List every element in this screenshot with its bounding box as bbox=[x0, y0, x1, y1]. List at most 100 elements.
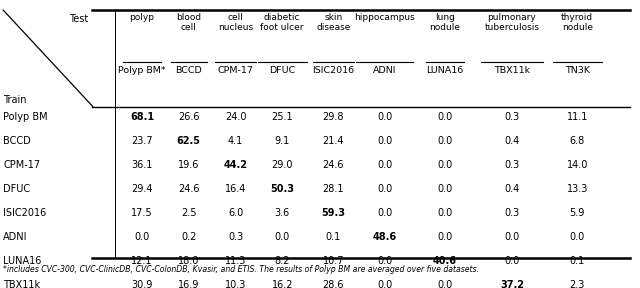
Text: 10.3: 10.3 bbox=[225, 280, 246, 288]
Text: ADNI: ADNI bbox=[373, 66, 396, 75]
Text: 13.3: 13.3 bbox=[566, 184, 588, 194]
Text: lung
nodule: lung nodule bbox=[429, 13, 460, 32]
Text: Polyp BM: Polyp BM bbox=[3, 112, 48, 122]
Text: TBX11k: TBX11k bbox=[3, 280, 40, 288]
Text: 14.0: 14.0 bbox=[566, 160, 588, 170]
Text: 28.6: 28.6 bbox=[323, 280, 344, 288]
Text: 16.2: 16.2 bbox=[271, 280, 293, 288]
Text: 0.0: 0.0 bbox=[504, 232, 520, 242]
Text: 21.4: 21.4 bbox=[323, 136, 344, 146]
Text: 48.6: 48.6 bbox=[372, 232, 397, 242]
Text: 44.2: 44.2 bbox=[223, 160, 248, 170]
Text: thyroid
nodule: thyroid nodule bbox=[561, 13, 593, 32]
Text: blood
cell: blood cell bbox=[176, 13, 202, 32]
Text: 0.1: 0.1 bbox=[570, 256, 585, 266]
Text: TBX11k: TBX11k bbox=[494, 66, 530, 75]
Text: DFUC: DFUC bbox=[269, 66, 296, 75]
Text: 0.0: 0.0 bbox=[377, 280, 392, 288]
Text: 17.5: 17.5 bbox=[131, 208, 153, 218]
Text: hippocampus: hippocampus bbox=[355, 13, 415, 22]
Text: 68.1: 68.1 bbox=[130, 112, 154, 122]
Text: 0.0: 0.0 bbox=[275, 232, 290, 242]
Text: ADNI: ADNI bbox=[3, 232, 28, 242]
Text: 62.5: 62.5 bbox=[177, 136, 201, 146]
Text: 36.1: 36.1 bbox=[131, 160, 153, 170]
Text: 29.4: 29.4 bbox=[131, 184, 153, 194]
Text: 24.6: 24.6 bbox=[323, 160, 344, 170]
Text: 0.3: 0.3 bbox=[504, 112, 520, 122]
Text: 59.3: 59.3 bbox=[321, 208, 346, 218]
Text: 12.1: 12.1 bbox=[131, 256, 153, 266]
Text: LUNA16: LUNA16 bbox=[426, 66, 463, 75]
Text: 16.4: 16.4 bbox=[225, 184, 246, 194]
Text: CPM-17: CPM-17 bbox=[3, 160, 40, 170]
Text: 0.0: 0.0 bbox=[437, 184, 452, 194]
Text: Polyp BM*: Polyp BM* bbox=[118, 66, 166, 75]
Text: 24.0: 24.0 bbox=[225, 112, 246, 122]
Text: 0.0: 0.0 bbox=[437, 280, 452, 288]
Text: 4.1: 4.1 bbox=[228, 136, 243, 146]
Text: 0.4: 0.4 bbox=[504, 184, 520, 194]
Text: TN3K: TN3K bbox=[564, 66, 590, 75]
Text: 40.6: 40.6 bbox=[433, 256, 457, 266]
Text: BCCD: BCCD bbox=[3, 136, 31, 146]
Text: BCCD: BCCD bbox=[175, 66, 202, 75]
Text: 0.0: 0.0 bbox=[570, 232, 585, 242]
Text: 0.0: 0.0 bbox=[437, 112, 452, 122]
Text: 0.0: 0.0 bbox=[377, 112, 392, 122]
Text: 0.3: 0.3 bbox=[504, 160, 520, 170]
Text: 11.1: 11.1 bbox=[566, 112, 588, 122]
Text: 16.9: 16.9 bbox=[178, 280, 200, 288]
Text: pulmonary
tuberculosis: pulmonary tuberculosis bbox=[484, 13, 540, 32]
Text: 0.1: 0.1 bbox=[326, 232, 341, 242]
Text: 2.5: 2.5 bbox=[181, 208, 196, 218]
Text: cell
nucleus: cell nucleus bbox=[218, 13, 253, 32]
Text: 6.8: 6.8 bbox=[570, 136, 585, 146]
Text: 0.0: 0.0 bbox=[437, 208, 452, 218]
Text: ISIC2016: ISIC2016 bbox=[3, 208, 47, 218]
Text: DFUC: DFUC bbox=[3, 184, 30, 194]
Text: skin
disease: skin disease bbox=[316, 13, 351, 32]
Text: 18.0: 18.0 bbox=[178, 256, 200, 266]
Text: Train: Train bbox=[3, 95, 27, 105]
Text: 6.0: 6.0 bbox=[228, 208, 243, 218]
Text: 3.6: 3.6 bbox=[275, 208, 290, 218]
Text: 0.0: 0.0 bbox=[504, 256, 520, 266]
Text: diabetic
foot ulcer: diabetic foot ulcer bbox=[260, 13, 304, 32]
Text: 29.8: 29.8 bbox=[323, 112, 344, 122]
Text: 25.1: 25.1 bbox=[271, 112, 293, 122]
Text: 0.2: 0.2 bbox=[181, 232, 196, 242]
Text: *includes CVC-300, CVC-ClinicDB, CVC-ColonDB, Kvasir, and ETIS. The results of P: *includes CVC-300, CVC-ClinicDB, CVC-Col… bbox=[3, 265, 479, 274]
Text: 0.0: 0.0 bbox=[377, 136, 392, 146]
Text: 5.9: 5.9 bbox=[570, 208, 585, 218]
Text: 30.9: 30.9 bbox=[131, 280, 153, 288]
Text: 37.2: 37.2 bbox=[500, 280, 524, 288]
Text: polyp: polyp bbox=[129, 13, 155, 22]
Text: 29.0: 29.0 bbox=[271, 160, 293, 170]
Text: 23.7: 23.7 bbox=[131, 136, 153, 146]
Text: 0.3: 0.3 bbox=[228, 232, 243, 242]
Text: 8.2: 8.2 bbox=[275, 256, 290, 266]
Text: 24.6: 24.6 bbox=[178, 184, 200, 194]
Text: 0.0: 0.0 bbox=[377, 184, 392, 194]
Text: 11.3: 11.3 bbox=[225, 256, 246, 266]
Text: 10.7: 10.7 bbox=[323, 256, 344, 266]
Text: 0.0: 0.0 bbox=[377, 256, 392, 266]
Text: LUNA16: LUNA16 bbox=[3, 256, 42, 266]
Text: 28.1: 28.1 bbox=[323, 184, 344, 194]
Text: 26.6: 26.6 bbox=[178, 112, 200, 122]
Text: CPM-17: CPM-17 bbox=[218, 66, 253, 75]
Text: 0.3: 0.3 bbox=[504, 208, 520, 218]
Text: Test: Test bbox=[69, 14, 88, 24]
Text: 19.6: 19.6 bbox=[178, 160, 200, 170]
Text: 0.4: 0.4 bbox=[504, 136, 520, 146]
Text: 9.1: 9.1 bbox=[275, 136, 290, 146]
Text: 0.0: 0.0 bbox=[134, 232, 150, 242]
Text: 0.0: 0.0 bbox=[437, 232, 452, 242]
Text: 0.0: 0.0 bbox=[377, 208, 392, 218]
Text: 2.3: 2.3 bbox=[570, 280, 585, 288]
Text: 50.3: 50.3 bbox=[270, 184, 294, 194]
Text: 0.0: 0.0 bbox=[377, 160, 392, 170]
Text: ISIC2016: ISIC2016 bbox=[312, 66, 355, 75]
Text: 0.0: 0.0 bbox=[437, 136, 452, 146]
